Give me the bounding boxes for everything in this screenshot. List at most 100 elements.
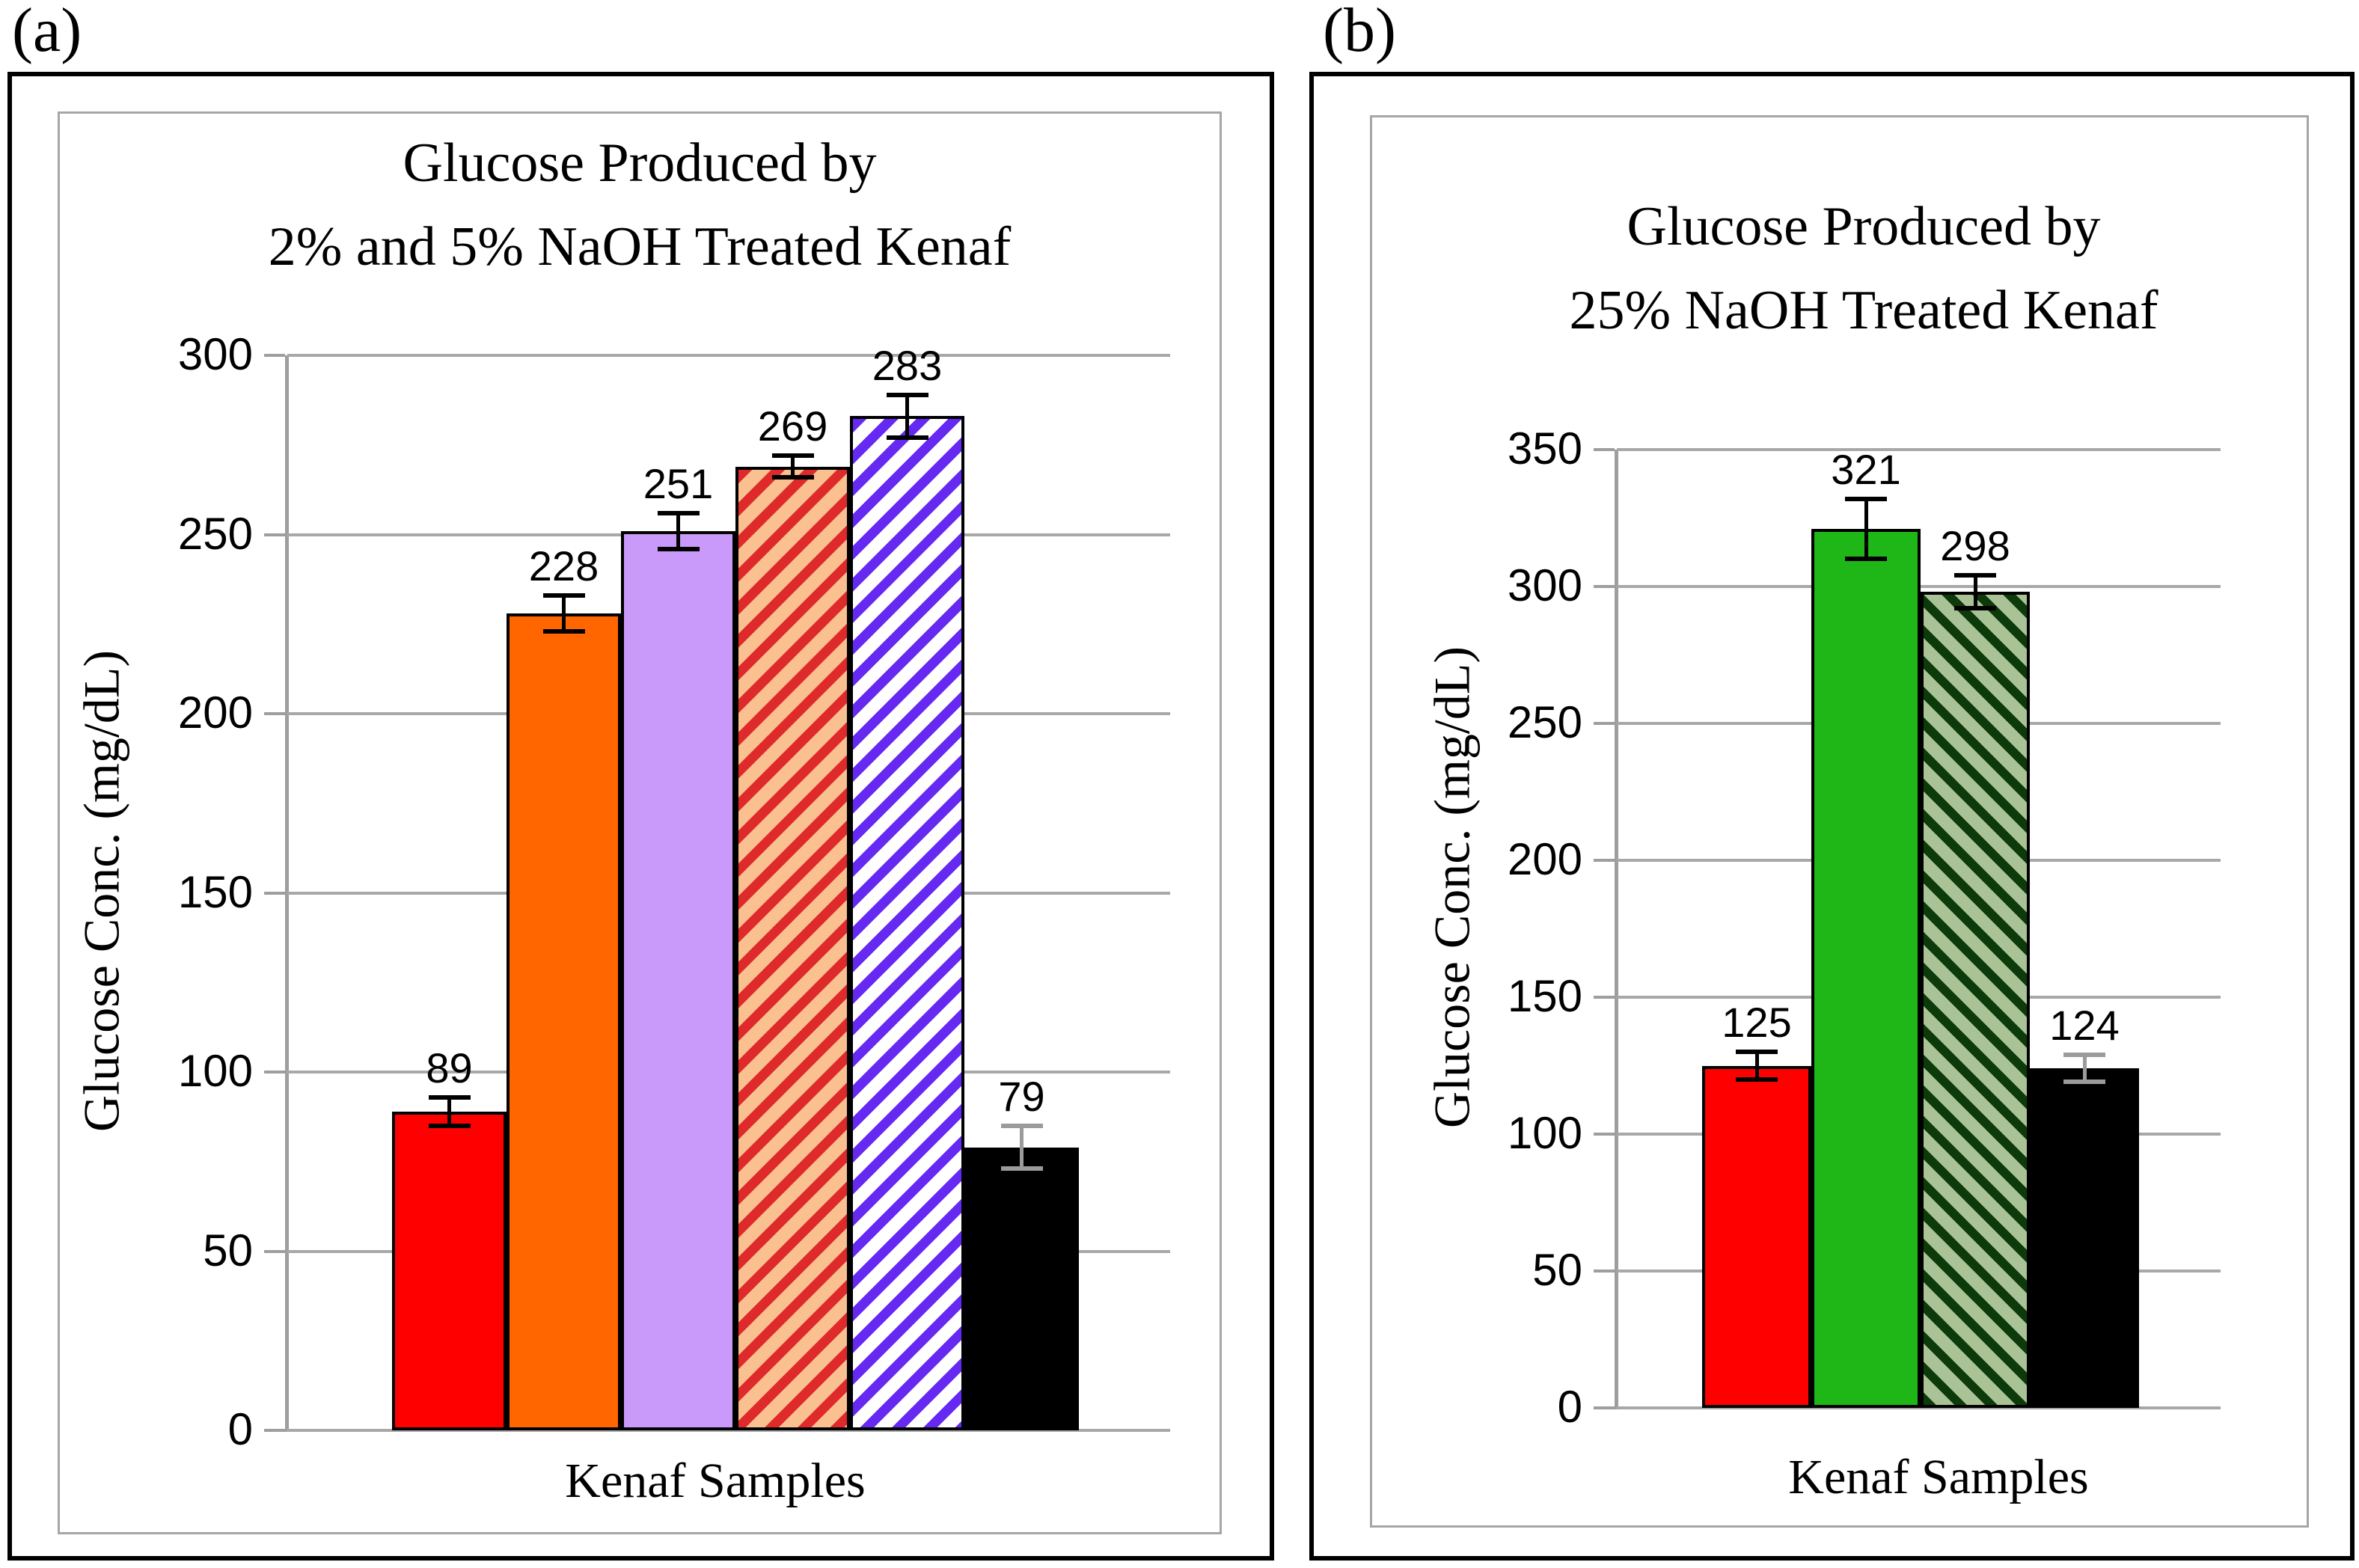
panel-b: Glucose Produced by 25% NaOH Treated Ken…: [1309, 72, 2355, 1561]
y-tick-label: 150: [1507, 971, 1582, 1022]
bar-value-label: 79: [998, 1072, 1045, 1120]
error-bar-cap-bottom: [1954, 606, 1996, 611]
error-bar-line: [1864, 498, 1868, 560]
bar: [2030, 1068, 2139, 1408]
bar-value-label: 283: [872, 341, 943, 389]
error-bar-line: [562, 595, 566, 631]
error-bar-cap-top: [1736, 1050, 1778, 1055]
panel-b-label: (b): [1323, 0, 1396, 65]
y-tick-label: 0: [1557, 1382, 1582, 1433]
y-tick-mark: [1594, 859, 1615, 862]
bar-value-label: 251: [643, 459, 714, 507]
y-tick-mark: [264, 1249, 285, 1253]
error-bar-line: [676, 512, 680, 549]
panel-a: Glucose Produced by 2% and 5% NaOH Treat…: [7, 72, 1274, 1561]
y-tick-mark: [264, 1071, 285, 1074]
bar-value-label: 298: [1940, 522, 2010, 570]
bar-value-label: 321: [1831, 445, 1901, 493]
y-tick-label: 250: [1507, 697, 1582, 748]
chart-a-plot-area: 0 50 100 150 200 250 300 89 228 251 269 283 79: [178, 329, 1170, 1454]
error-bar-cap-bottom: [886, 435, 928, 441]
error-bar-cap-top: [1845, 496, 1887, 501]
y-tick-mark: [1594, 1406, 1615, 1409]
chart-b-plot-area: 0 50 100 150 200 250 300 350 125 321 298 124: [1508, 423, 2221, 1432]
y-tick-mark: [264, 891, 285, 895]
error-bar-line: [1020, 1125, 1024, 1169]
bar: [735, 466, 850, 1430]
y-tick-label: 200: [1507, 834, 1582, 885]
error-bar-cap-top: [2063, 1052, 2105, 1057]
chart-a-title: Glucose Produced by 2% and 5% NaOH Treat…: [58, 121, 1222, 289]
bar-value-label: 269: [757, 402, 828, 450]
y-tick-mark: [264, 354, 285, 357]
y-axis-line: [285, 355, 289, 1432]
y-tick-label: 0: [227, 1404, 253, 1455]
y-tick-label: 200: [177, 687, 253, 738]
chart-b-title: Glucose Produced by 25% NaOH Treated Ken…: [1370, 185, 2358, 352]
gridline-y350: [1617, 448, 2221, 451]
error-bar-cap-bottom: [428, 1123, 471, 1128]
error-bar-cap-bottom: [1845, 557, 1887, 562]
y-tick-mark: [1594, 585, 1615, 588]
bar: [392, 1111, 507, 1430]
chart-a-x-axis-title: Kenaf Samples: [565, 1454, 866, 1508]
bar: [621, 530, 735, 1430]
bar: [507, 613, 621, 1430]
gridline-y0: [287, 1429, 1170, 1432]
y-tick-label: 250: [177, 508, 253, 559]
y-tick-label: 50: [203, 1225, 253, 1275]
error-bar-cap-top: [1000, 1123, 1043, 1128]
chart-b-title-line2: 25% NaOH Treated Kenaf: [1569, 280, 2158, 341]
gridline-y300: [287, 354, 1170, 357]
error-bar-cap-top: [1954, 573, 1996, 578]
error-bar-cap-top: [428, 1094, 471, 1100]
error-bar-cap-top: [542, 592, 585, 598]
chart-b-x-axis-title: Kenaf Samples: [1788, 1450, 2089, 1504]
bar: [1702, 1065, 1811, 1408]
y-tick-label: 150: [177, 866, 253, 917]
y-tick-mark: [1594, 722, 1615, 725]
panel-a-label: (a): [12, 0, 82, 65]
y-axis-line: [1615, 450, 1618, 1409]
error-bar-cap-bottom: [771, 474, 814, 480]
error-bar-cap-bottom: [1000, 1166, 1043, 1172]
y-tick-label: 350: [1507, 423, 1582, 474]
y-tick-mark: [1594, 1270, 1615, 1273]
y-tick-mark: [1594, 448, 1615, 451]
y-tick-mark: [1594, 1133, 1615, 1136]
error-bar-cap-bottom: [542, 628, 585, 634]
chart-b-title-line1: Glucose Produced by: [1627, 196, 2101, 257]
y-tick-mark: [264, 712, 285, 715]
error-bar-cap-bottom: [657, 546, 700, 551]
bar-value-label: 89: [426, 1044, 473, 1091]
error-bar-cap-top: [657, 510, 700, 515]
bar-value-label: 125: [1722, 999, 1792, 1047]
error-bar-line: [447, 1097, 451, 1126]
error-bar-line: [905, 394, 909, 438]
bar: [1811, 529, 1921, 1408]
bar: [850, 416, 964, 1430]
error-bar-cap-top: [886, 392, 928, 397]
chart-a-title-line2: 2% and 5% NaOH Treated Kenaf: [268, 216, 1012, 278]
y-tick-label: 100: [177, 1046, 253, 1097]
bar-value-label: 124: [2049, 1001, 2120, 1049]
error-bar-line: [1973, 575, 1977, 609]
error-bar-cap-bottom: [1736, 1077, 1778, 1082]
error-bar-line: [791, 456, 795, 477]
error-bar-line: [2082, 1054, 2087, 1082]
error-bar-cap-bottom: [2063, 1079, 2105, 1085]
bar: [964, 1147, 1079, 1430]
y-tick-label: 300: [177, 329, 253, 380]
y-tick-mark: [1594, 996, 1615, 999]
gridline-y0: [1617, 1406, 2221, 1409]
y-tick-label: 100: [1507, 1108, 1582, 1159]
chart-a-title-line1: Glucose Produced by: [403, 132, 877, 194]
bar: [1921, 592, 2030, 1408]
error-bar-line: [1754, 1052, 1759, 1079]
y-tick-mark: [264, 1429, 285, 1432]
bar-value-label: 228: [528, 542, 599, 589]
y-tick-label: 300: [1507, 560, 1582, 611]
y-tick-label: 50: [1532, 1245, 1582, 1296]
y-tick-mark: [264, 533, 285, 536]
